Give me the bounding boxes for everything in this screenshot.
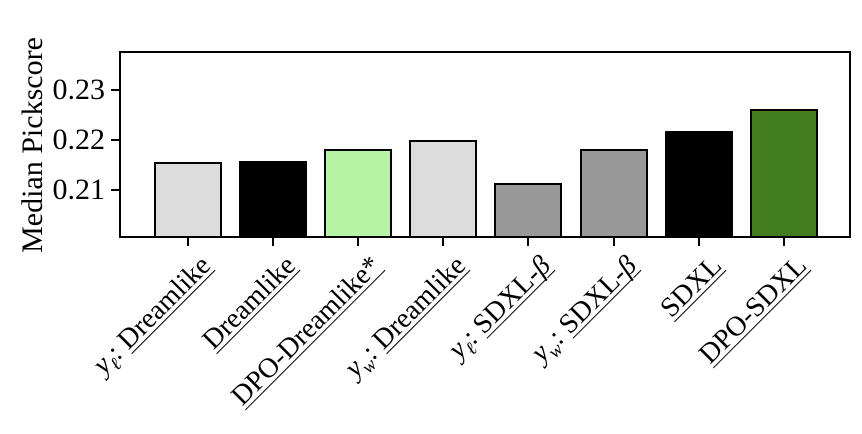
bar-2 (239, 161, 307, 236)
label-math-prefix: yw (524, 337, 567, 369)
label-math-prefix: yℓ (86, 349, 126, 381)
y-tick-mark (111, 88, 119, 91)
x-tick-mark (612, 238, 615, 246)
label-math-prefix: yw (338, 352, 381, 384)
bar-5 (494, 183, 562, 236)
plot-area (119, 51, 851, 238)
x-tick-mark (442, 238, 445, 246)
bar-8 (750, 109, 818, 236)
y-tick-label: 0.21 (52, 172, 106, 206)
x-tick-mark (527, 238, 530, 246)
y-tick-mark (111, 188, 119, 191)
bar-3 (324, 149, 392, 236)
x-tick-mark (357, 238, 360, 246)
y-tick-mark (111, 138, 119, 141)
bar-1 (154, 162, 222, 236)
y-tick-label: 0.23 (52, 72, 106, 106)
bar-4 (409, 140, 477, 236)
label-model-name: SDXL (653, 250, 728, 324)
bar-7 (665, 131, 733, 236)
label-math-prefix: yℓ (442, 334, 482, 365)
x-tick-mark (272, 238, 275, 246)
x-tick-mark (782, 238, 785, 246)
x-tick-mark (697, 238, 700, 246)
y-tick-label: 0.22 (52, 122, 106, 156)
x-tick-mark (187, 238, 189, 246)
bar-6 (580, 149, 648, 236)
